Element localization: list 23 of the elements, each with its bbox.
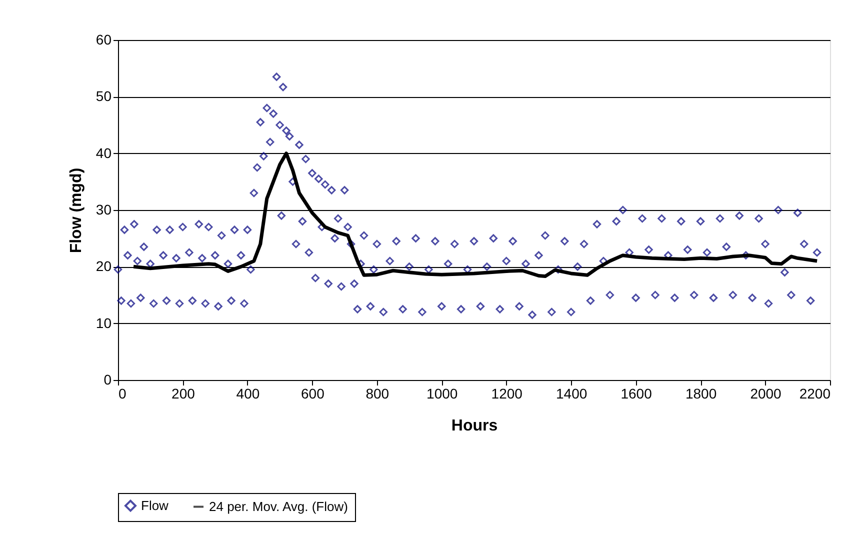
x-tick-label: 2000 [750,386,782,402]
x-tick-label: 600 [301,386,325,402]
y-axis-title: Flow (mgd) [68,168,85,254]
x-tick-label: 1600 [620,386,652,402]
x-tick-label: 200 [172,386,196,402]
x-tick-label: 2200 [799,386,831,402]
y-tick-label: 30 [96,202,112,218]
x-tick-label: 0 [118,386,126,402]
y-tick-label: 10 [96,314,112,331]
legend-label: 24 per. Mov. Avg. (Flow) [209,498,348,514]
x-axis-title: Hours [451,418,498,434]
y-tick-label: 50 [96,88,112,104]
y-tick-label: 20 [96,258,112,274]
y-tick-label: 0 [104,372,112,388]
x-tick-label: 1000 [426,386,458,402]
y-tick-label: 40 [96,144,112,161]
x-tick-label: 1800 [685,386,717,402]
x-tick-label: 1400 [556,386,588,402]
x-tick-label: 800 [366,386,390,402]
y-tick-label: 60 [96,32,112,48]
x-tick-label: 1200 [491,386,523,402]
x-tick-label: 400 [236,386,260,402]
legend-label: Flow [141,498,170,513]
